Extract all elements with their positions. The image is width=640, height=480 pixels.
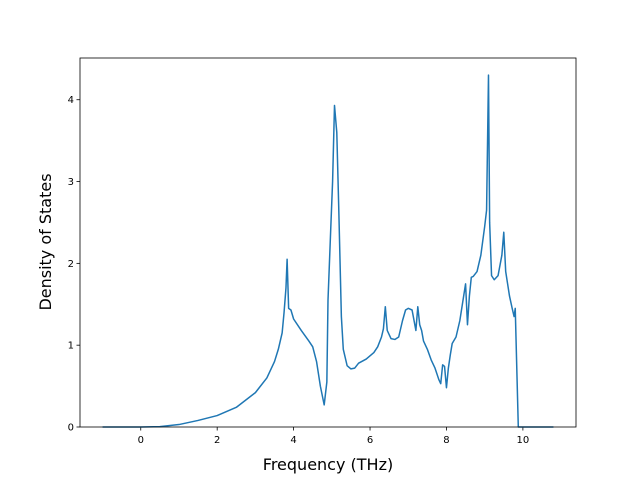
y-tick-label: 2 bbox=[68, 259, 74, 270]
plot-frame bbox=[79, 57, 577, 428]
y-tick-label: 1 bbox=[68, 341, 74, 352]
x-tick-label: 4 bbox=[290, 435, 296, 446]
y-tick-label: 3 bbox=[68, 177, 74, 188]
x-tick-label: 0 bbox=[138, 435, 144, 446]
x-axis-label: Frequency (THz) bbox=[263, 455, 393, 474]
x-tick-label: 2 bbox=[214, 435, 220, 446]
y-tick-label: 0 bbox=[68, 423, 74, 434]
x-tick-label: 10 bbox=[517, 435, 530, 446]
line-series bbox=[102, 74, 554, 428]
x-tick-label: 8 bbox=[443, 435, 449, 446]
x-tick-label: 6 bbox=[367, 435, 373, 446]
y-axis-label: Density of States bbox=[36, 173, 55, 310]
y-tick-label: 4 bbox=[68, 95, 74, 106]
